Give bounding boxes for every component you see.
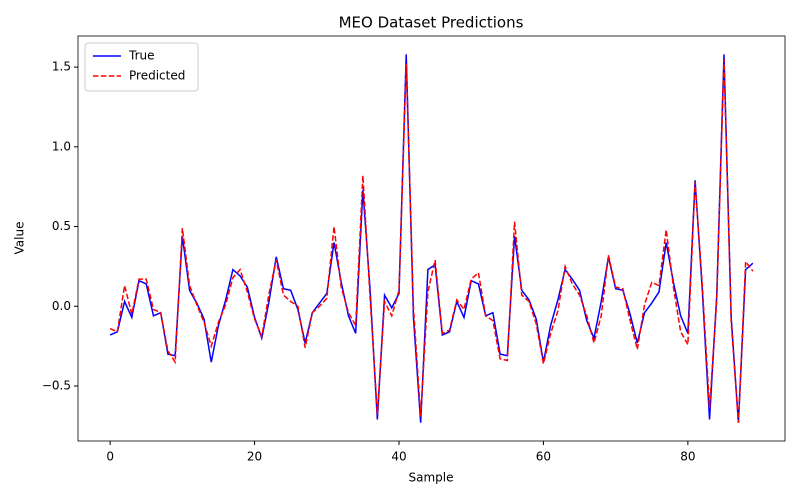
- x-tick-label: 80: [680, 450, 695, 464]
- x-tick-label: 0: [106, 450, 114, 464]
- x-tick-label: 60: [536, 450, 551, 464]
- y-tick-label: 0.0: [52, 299, 71, 313]
- y-tick-label: 1.0: [52, 139, 71, 153]
- x-tick-label: 20: [247, 450, 262, 464]
- legend-label: Predicted: [129, 69, 185, 83]
- x-axis-label: Sample: [409, 471, 454, 485]
- y-tick-label: −0.5: [42, 378, 71, 392]
- data-line: [109, 54, 754, 423]
- y-tick-label: 0.5: [52, 219, 71, 233]
- legend-label: True: [128, 49, 155, 63]
- plot-frame: [77, 35, 786, 442]
- chart-title: MEO Dataset Predictions: [339, 14, 524, 32]
- data-line: [109, 59, 754, 423]
- legend-box: [84, 42, 199, 92]
- y-tick-label: 1.5: [52, 60, 71, 74]
- x-tick-label: 40: [391, 450, 406, 464]
- y-axis-label: Value: [13, 222, 27, 255]
